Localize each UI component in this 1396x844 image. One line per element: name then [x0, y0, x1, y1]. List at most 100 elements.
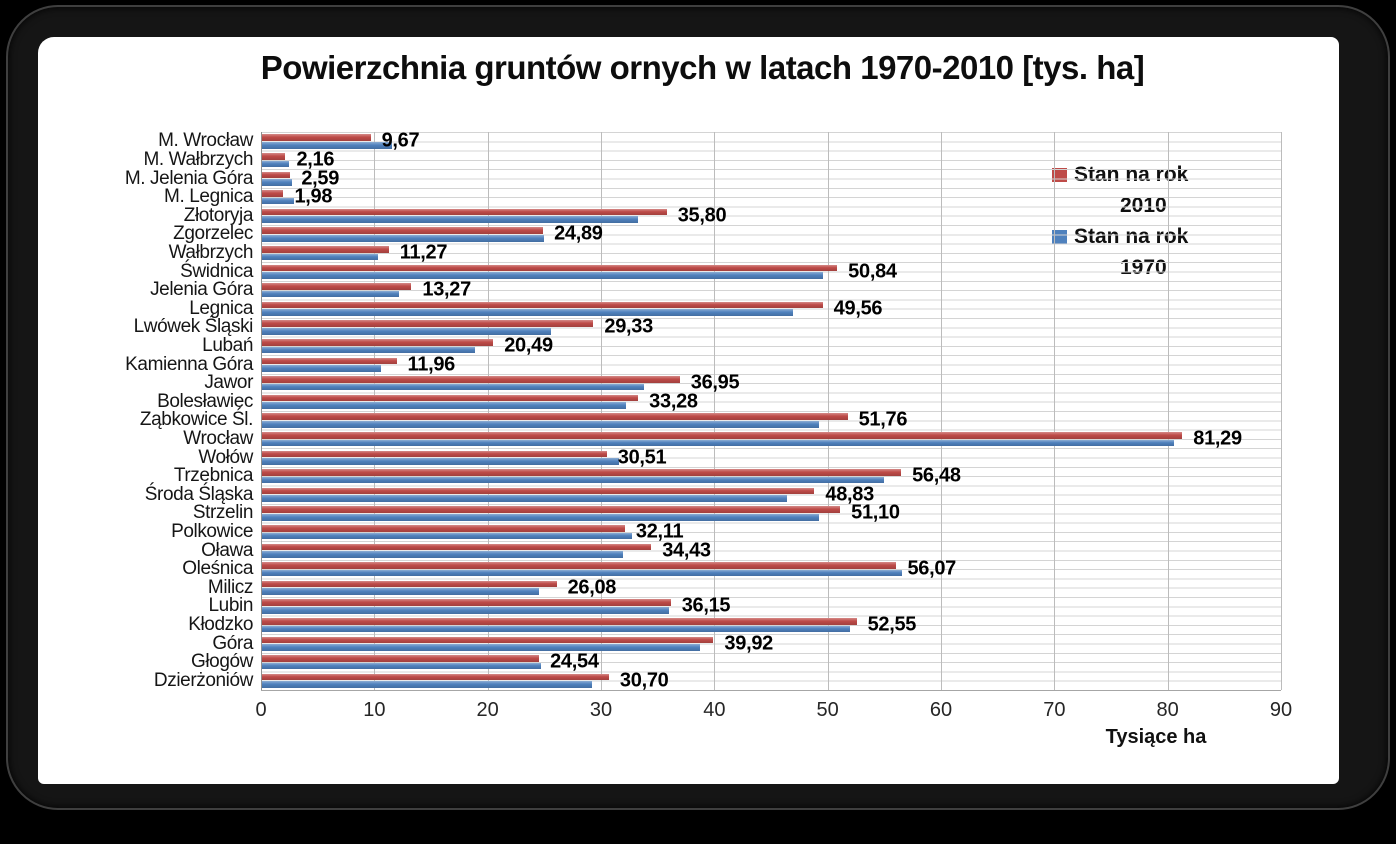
category-label: Jawor	[204, 372, 253, 394]
bar-2010	[262, 506, 841, 514]
x-tick-label: 0	[255, 699, 267, 721]
value-label: 30,70	[619, 669, 669, 692]
value-label: 36,95	[690, 371, 740, 394]
value-label: 50,84	[848, 260, 897, 282]
value-label: 2,16	[296, 148, 335, 171]
x-tick-label: 90	[1269, 699, 1293, 721]
category-label: Lwówek Śląski	[133, 316, 254, 338]
value-label: 33,28	[649, 390, 698, 413]
bar-1970	[262, 216, 639, 224]
value-label: 24,89	[554, 222, 603, 245]
bar-1970	[262, 309, 793, 317]
category-label: Zgorzelec	[173, 223, 253, 245]
bar-2010	[262, 320, 594, 328]
bar-1970	[262, 365, 382, 372]
value-label: 20,49	[504, 334, 553, 357]
picture-frame: Powierzchnia gruntów ornych w latach 197…	[6, 5, 1390, 810]
bar-1970	[262, 327, 552, 335]
x-tick-label: 60	[929, 699, 953, 721]
bar-2010	[262, 301, 823, 309]
bar-2010	[262, 245, 389, 253]
category-label: M. Legnica	[164, 186, 253, 208]
bar-1970	[262, 346, 476, 354]
value-label: 30,51	[617, 446, 667, 468]
bar-2010	[262, 357, 397, 365]
bar-2010	[262, 413, 848, 421]
category-label: Bolesławiec	[157, 390, 253, 412]
x-tick-label: 40	[703, 699, 726, 721]
category-label: Milicz	[207, 576, 253, 598]
category-label: Oleśnica	[182, 558, 253, 580]
bar-1970	[262, 644, 700, 651]
bar-2010	[262, 562, 897, 569]
bar-2010	[262, 450, 607, 458]
category-label: M. Wałbrzych	[143, 148, 253, 170]
value-label: 9,67	[381, 129, 420, 152]
category-label: Polkowice	[171, 520, 253, 542]
value-label: 24,54	[550, 650, 599, 673]
category-label: Kamienna Góra	[125, 353, 253, 375]
category-label: Wrocław	[183, 427, 253, 449]
category-label: Złotoryja	[183, 204, 254, 226]
category-label: Trzebnica	[173, 465, 254, 487]
bar-2010	[262, 673, 609, 681]
bar-2010	[262, 171, 291, 179]
category-label: Jelenia Góra	[150, 279, 253, 301]
category-label: Oława	[201, 539, 253, 561]
value-label: 51,10	[851, 501, 900, 524]
category-label: Dzierżoniów	[153, 669, 253, 691]
category-label: Ząbkowice Śl.	[139, 409, 253, 431]
value-label: 2,59	[301, 167, 340, 189]
bar-1970	[262, 179, 292, 186]
bar-2010	[262, 655, 540, 662]
vertical-gridline	[827, 132, 829, 690]
value-label: 51,76	[858, 408, 908, 431]
category-label: Lubin	[208, 595, 254, 617]
category-label: Świdnica	[180, 260, 253, 282]
category-label: Środa Śląska	[144, 483, 254, 505]
vertical-gridline	[1054, 132, 1056, 690]
category-label: Wałbrzych	[168, 241, 254, 263]
bar-1970	[262, 513, 819, 521]
y-axis-line	[261, 132, 262, 690]
x-tick-label: 70	[1043, 699, 1066, 721]
bar-1970	[262, 234, 545, 242]
bar-2010	[262, 580, 557, 588]
bar-1970	[262, 402, 626, 410]
x-tick-label: 50	[816, 699, 839, 721]
bar-2010	[262, 227, 544, 235]
bar-1970	[262, 458, 620, 465]
vertical-gridline	[714, 132, 716, 690]
category-label: Legnica	[189, 297, 253, 319]
vertical-gridline	[601, 132, 602, 690]
category-label: Lubań	[202, 334, 253, 356]
vertical-gridline	[1281, 132, 1282, 690]
value-label: 49,56	[833, 297, 883, 320]
bar-1970	[262, 569, 903, 577]
value-label: 52,55	[867, 613, 917, 636]
bar-2010	[262, 524, 625, 532]
bar-2010	[262, 431, 1183, 439]
x-tick-label: 10	[363, 699, 386, 721]
x-tick-label: 80	[1156, 699, 1179, 721]
category-label: Wołów	[198, 446, 253, 468]
value-label: 56,48	[912, 464, 961, 487]
vertical-gridline	[941, 132, 942, 690]
bar-1970	[262, 681, 592, 689]
x-tick-label: 30	[589, 699, 613, 721]
bar-1970	[262, 662, 541, 670]
chart-panel: Powierzchnia gruntów ornych w latach 197…	[38, 37, 1339, 784]
x-axis-line	[261, 690, 1281, 691]
x-axis-title: Tysiące ha	[1105, 726, 1207, 748]
category-label: M. Wrocław	[158, 130, 253, 152]
bar-2010	[262, 617, 857, 625]
bar-1970	[262, 588, 539, 596]
bar-1970	[262, 290, 400, 298]
bar-1970	[262, 625, 851, 633]
value-label: 48,83	[825, 483, 874, 506]
value-label: 56,07	[907, 557, 957, 580]
bar-1970	[262, 495, 787, 503]
bar-2010	[262, 469, 902, 476]
bar-1970	[262, 551, 623, 558]
bar-1970	[262, 532, 632, 540]
